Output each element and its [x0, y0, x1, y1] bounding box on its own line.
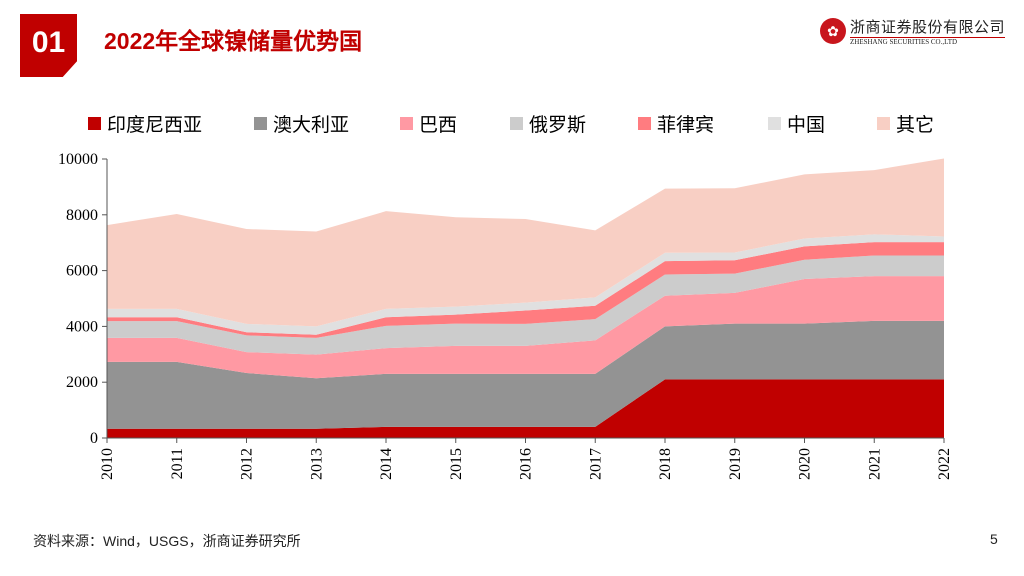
section-number-badge: 01	[20, 14, 77, 77]
y-tick-label: 0	[90, 430, 98, 447]
legend-swatch	[768, 117, 781, 130]
area-series-3	[107, 255, 944, 355]
y-tick-label: 4000	[66, 318, 98, 335]
x-tick-label: 2019	[727, 448, 744, 480]
legend-item: 巴西	[400, 110, 457, 137]
legend-item: 其它	[877, 110, 934, 137]
legend-item: 澳大利亚	[254, 110, 349, 137]
legend-label: 印度尼西亚	[107, 115, 203, 136]
legend-item: 印度尼西亚	[88, 110, 202, 137]
logo-text-cn: 浙商证券股份有限公司	[850, 19, 1006, 36]
legend-label: 澳大利亚	[273, 115, 350, 136]
legend-item: 中国	[768, 110, 825, 137]
area-series-0	[107, 379, 944, 438]
x-tick-label: 2017	[587, 448, 604, 480]
area-series-1	[107, 320, 944, 429]
logo-icon: ✿	[820, 18, 846, 44]
source-note: 资料来源：Wind，USGS，浙商证券研究所	[33, 533, 301, 549]
area-series-2	[107, 276, 944, 379]
x-tick-label: 2010	[99, 448, 116, 480]
y-tick-label: 8000	[66, 207, 98, 224]
page-title: 2022年全球镍储量优势国	[104, 28, 363, 54]
legend-swatch	[638, 117, 651, 130]
legend-label: 俄罗斯	[529, 115, 587, 136]
area-series-4	[107, 242, 944, 338]
x-tick-label: 2012	[239, 448, 256, 480]
y-tick-label: 2000	[66, 374, 98, 391]
legend-swatch	[510, 117, 523, 130]
y-tick-label: 6000	[66, 263, 98, 280]
x-tick-label: 2021	[866, 448, 883, 480]
x-tick-label: 2015	[448, 448, 465, 480]
x-tick-label: 2011	[169, 448, 186, 479]
legend-label: 巴西	[419, 115, 458, 136]
page-number: 5	[990, 531, 998, 547]
y-tick-label: 10000	[58, 151, 98, 168]
x-tick-label: 2020	[797, 448, 814, 480]
legend-label: 其它	[896, 115, 935, 136]
legend-label: 菲律宾	[657, 115, 715, 136]
x-tick-label: 2016	[518, 448, 535, 480]
legend-swatch	[400, 117, 413, 130]
x-tick-label: 2014	[378, 448, 395, 480]
logo-text-en: ZHESHANG SECURITIES CO.,LTD	[850, 37, 1006, 46]
legend-swatch	[88, 117, 101, 130]
legend-swatch	[877, 117, 890, 130]
legend-label: 中国	[787, 115, 826, 136]
company-logo: ✿ 浙商证券股份有限公司 ZHESHANG SECURITIES CO.,LTD	[820, 16, 1006, 46]
x-tick-label: 2013	[308, 448, 325, 480]
legend-item: 菲律宾	[638, 110, 714, 137]
area-series-5	[107, 234, 944, 335]
legend-item: 俄罗斯	[510, 110, 586, 137]
x-tick-label: 2022	[936, 448, 953, 480]
x-tick-label: 2018	[657, 448, 674, 480]
chart-legend: 印度尼西亚 澳大利亚 巴西 俄罗斯 菲律宾 中国 其它	[0, 110, 1024, 137]
area-series-6	[107, 158, 944, 327]
legend-swatch	[254, 117, 267, 130]
